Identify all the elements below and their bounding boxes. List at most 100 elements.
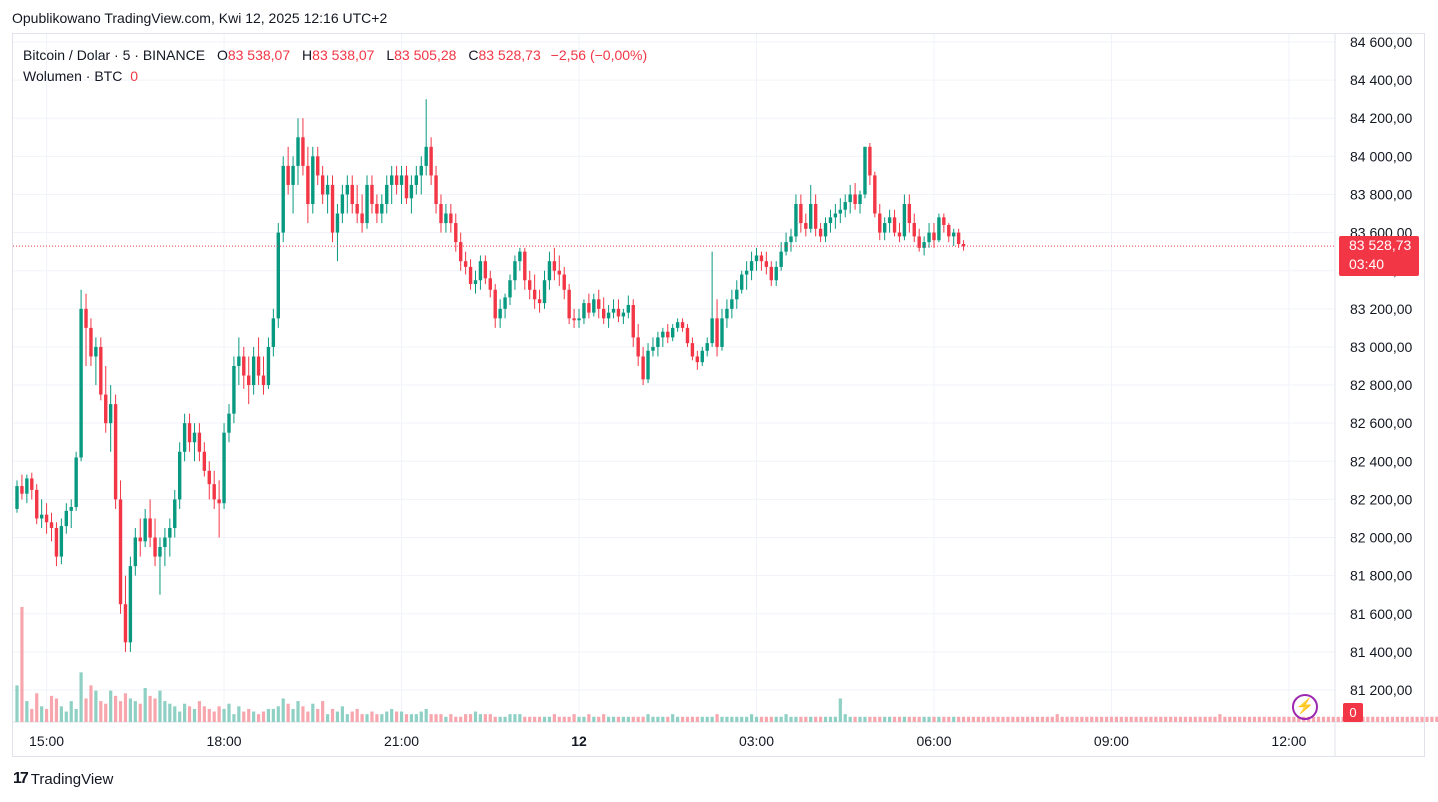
tradingview-logo-icon: 17 [13,770,29,787]
volume-bar [227,703,231,722]
candle-body [177,451,182,500]
candle-body [168,528,172,538]
candle-body [483,261,488,279]
candle-body [64,510,68,527]
candle-body [148,518,152,538]
volume-bar [883,716,887,722]
volume-bar [158,690,162,722]
volume-bar [478,714,483,722]
volume-bar [828,716,833,722]
volume-bar [1326,716,1330,722]
ohlc-row: Bitcoin / Dolar · 5 · BINANCE O83 538,07… [23,45,647,66]
candle-body [956,232,961,245]
candle-body [606,312,611,319]
candle-body [749,261,754,271]
volume-bar [1420,716,1424,722]
candle-body [345,184,350,195]
candle-body [232,366,236,414]
candle-body [389,175,394,185]
volume-bar [94,690,98,722]
volume-bar [1425,716,1429,722]
candle-body [385,184,389,204]
volume-tag: 0 [1343,703,1363,722]
volume-bar [533,716,537,722]
volume-bar [321,701,325,722]
candle-body [942,217,946,225]
candle-body [582,303,586,319]
lightning-icon[interactable]: ⚡ [1292,694,1318,720]
volume-bar [123,693,128,722]
volume-bar [1149,716,1153,722]
y-tick-label: 81 600,00 [1350,606,1412,622]
x-tick-label: 09:00 [1094,733,1129,749]
volume-bar [449,714,453,722]
candle-body [897,232,902,237]
volume-bar [942,716,946,722]
candle-body [838,209,843,214]
volume-bar [493,716,497,722]
candle-body [680,322,685,328]
volume-bar [611,716,616,722]
volume-bar [784,714,788,722]
volume-bar [74,708,78,722]
candle-body [685,327,690,344]
volume-bar [1164,716,1168,722]
volume-bar [178,711,182,722]
volume-bar [838,698,842,722]
candle-body [532,289,537,300]
volume-bar [1297,716,1301,722]
volume-bar [168,703,172,722]
candle-body [769,266,773,281]
volume-bar [621,716,625,722]
candle-body [518,251,522,262]
volume-bar [1045,716,1049,722]
volume-bar [749,714,754,722]
volume-bar [789,716,793,722]
volume-bar [84,698,88,722]
volume-bar [222,708,226,722]
volume-bar [1030,716,1035,722]
volume-bar [616,716,621,722]
candle-body [616,308,621,317]
volume-bar [1016,716,1020,722]
candle-body [912,223,916,237]
volume-bar [498,716,502,722]
volume-bar [1085,716,1089,722]
volume-bar [468,714,473,722]
candle-body [281,165,285,233]
candle-body [320,175,325,195]
candle-body [937,217,941,241]
volume-bar [459,716,463,722]
volume-bar [1139,716,1143,722]
candle-body [439,204,443,224]
volume-bar [1109,716,1114,722]
candle-body [261,375,266,386]
x-tick-label: 18:00 [207,733,242,749]
symbol-label[interactable]: Bitcoin / Dolar · 5 · BINANCE [23,47,206,63]
tradingview-brand[interactable]: 17 TradingView [13,770,113,788]
candle-body [858,194,862,204]
volume-bar [656,716,660,722]
candle-body [789,236,793,243]
volume-bar [1366,716,1370,722]
volume-bar [1173,716,1178,722]
volume-bar [385,711,389,722]
volume-bar [128,698,132,722]
candle-body [557,270,561,275]
volume-bar [961,716,966,722]
volume-bar [281,698,285,722]
volume-bar [59,706,63,722]
volume-bar [996,716,1000,722]
chart-frame [12,33,1425,757]
y-tick-label: 84 200,00 [1350,110,1412,126]
volume-bar [1208,716,1212,722]
volume-bar [271,708,275,722]
x-tick-label: 06:00 [916,733,951,749]
volume-bar [1292,716,1296,722]
volume-bar [424,708,428,722]
change-value: −2,56 (−0,00%) [550,47,648,63]
candle-body [503,297,507,309]
volume-bar [173,706,177,722]
volume-label[interactable]: Wolumen · BTC [23,68,123,84]
